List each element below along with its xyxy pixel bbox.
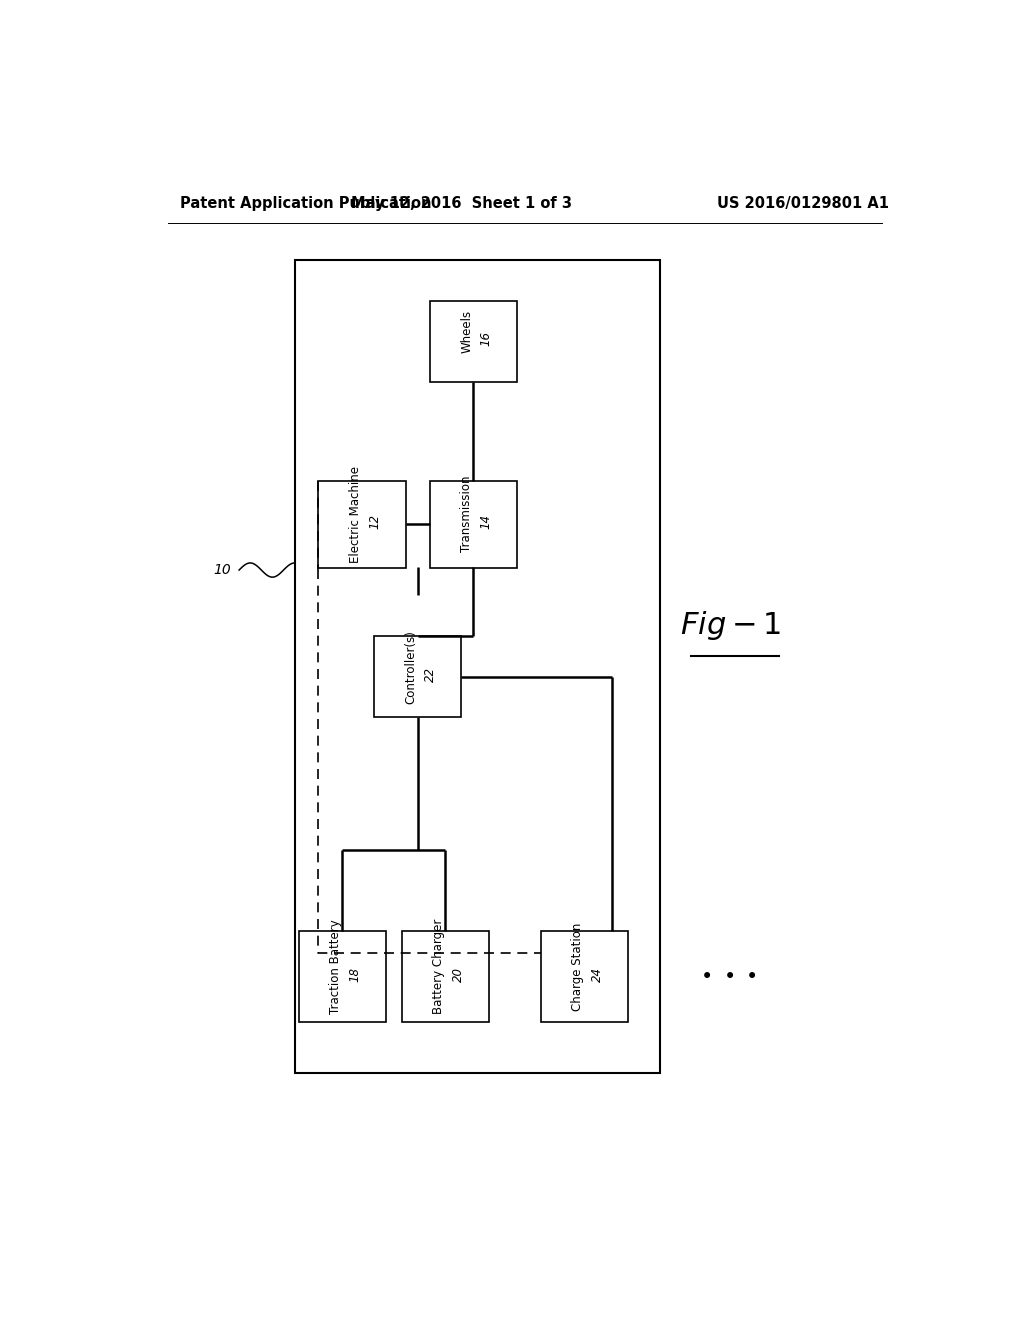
Text: Charge Station: Charge Station [571,923,585,1011]
Text: •: • [723,966,735,986]
Text: 16: 16 [479,331,493,346]
Text: •: • [701,966,714,986]
Text: May 12, 2016  Sheet 1 of 3: May 12, 2016 Sheet 1 of 3 [351,195,571,211]
Text: US 2016/0129801 A1: US 2016/0129801 A1 [717,195,889,211]
Text: 10: 10 [213,564,231,577]
Text: 14: 14 [479,515,493,529]
Bar [401,931,489,1022]
Text: Transmission: Transmission [460,477,473,552]
Text: Wheels: Wheels [460,310,473,352]
Text: 24: 24 [591,966,604,982]
Bar [430,480,517,568]
Bar [374,636,461,718]
Bar [299,931,386,1022]
Bar [295,260,659,1073]
Bar [430,301,517,381]
Text: 22: 22 [424,667,437,682]
Text: Electric Machine: Electric Machine [349,466,362,562]
Text: $\mathit{Fig-1}$: $\mathit{Fig-1}$ [681,610,781,643]
Text: 18: 18 [348,966,361,982]
Text: Battery Charger: Battery Charger [432,919,445,1014]
Bar [318,480,406,568]
Text: Patent Application Publication: Patent Application Publication [179,195,431,211]
Text: Controller(s): Controller(s) [404,630,418,704]
Text: •: • [745,966,758,986]
Bar [541,931,628,1022]
Text: 20: 20 [452,966,465,982]
Text: Traction Battery: Traction Battery [330,919,342,1014]
Text: 12: 12 [369,515,382,529]
